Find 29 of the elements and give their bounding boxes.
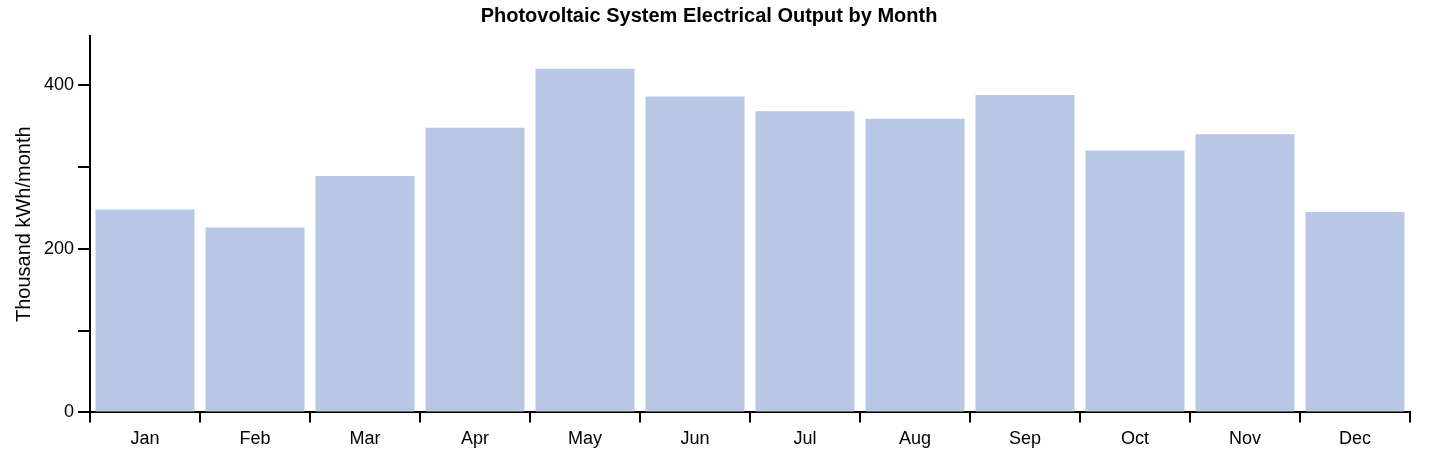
x-tick-label: Sep bbox=[1008, 428, 1042, 449]
chart-title: Photovoltaic System Electrical Output by Month bbox=[480, 3, 938, 26]
bar bbox=[425, 127, 525, 412]
y-tick-label: 0 bbox=[64, 401, 75, 422]
y-axis-title: Thousand kWh/month bbox=[11, 126, 34, 323]
bar bbox=[315, 175, 415, 412]
bar bbox=[755, 111, 855, 412]
bar bbox=[865, 118, 965, 412]
x-tick-label: May bbox=[568, 428, 603, 449]
x-tick-label: Jul bbox=[793, 428, 817, 449]
x-tick-label: Dec bbox=[1338, 428, 1372, 449]
x-tick-label: Aug bbox=[899, 428, 932, 449]
bar bbox=[1195, 134, 1295, 412]
x-tick-label: Mar bbox=[349, 428, 381, 449]
bar bbox=[975, 94, 1075, 412]
bar bbox=[95, 209, 195, 412]
x-tick-label: Jan bbox=[130, 428, 160, 449]
bar bbox=[535, 68, 635, 412]
x-tick-label: Feb bbox=[239, 428, 271, 449]
x-tick-label: Oct bbox=[1121, 428, 1150, 449]
x-tick-label: Nov bbox=[1229, 428, 1262, 449]
bar bbox=[1305, 211, 1405, 412]
y-tick-label: 200 bbox=[43, 237, 75, 258]
bar bbox=[645, 96, 745, 412]
bar bbox=[205, 227, 305, 412]
bar bbox=[1085, 150, 1185, 412]
x-tick-label: Jun bbox=[680, 428, 710, 449]
y-tick-label: 400 bbox=[43, 74, 75, 95]
x-tick-label: Apr bbox=[461, 428, 490, 449]
